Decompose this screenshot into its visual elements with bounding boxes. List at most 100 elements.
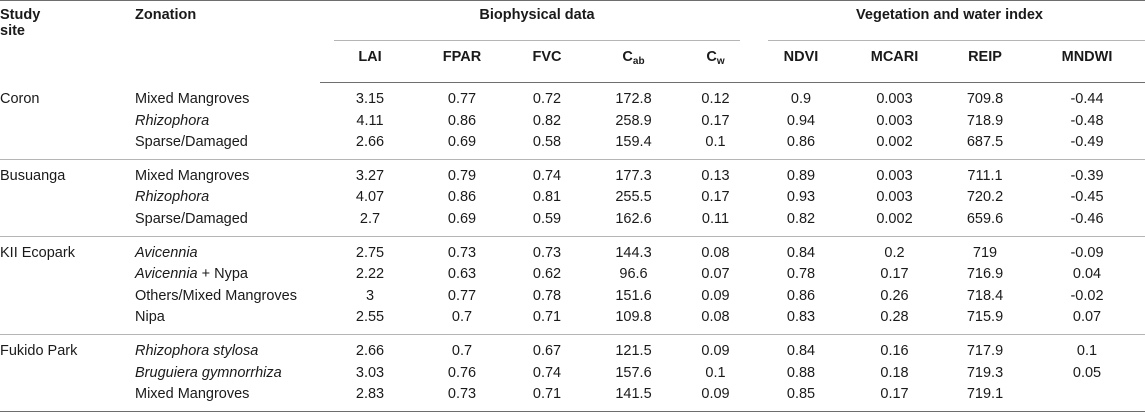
table-row: Mixed Mangroves 2.83 0.73 0.71 141.5 0.09 0.85… bbox=[0, 384, 1145, 412]
value-cell: 0.71 bbox=[504, 307, 590, 335]
zonation-cell: Avicennia + Nypa bbox=[135, 264, 320, 286]
value-cell: 258.9 bbox=[615, 112, 652, 129]
header-study-site-line2: site bbox=[0, 23, 25, 39]
value-cell: 0.07 bbox=[701, 266, 730, 283]
value-cell: -0.49 bbox=[1029, 132, 1145, 160]
value-cell: 0.67 bbox=[532, 342, 562, 359]
value-cell: 718.9 bbox=[966, 112, 1004, 129]
value-cell: 2.75 bbox=[355, 244, 385, 261]
value-cell: 0.17 bbox=[701, 112, 730, 129]
value-cell: 0.07 bbox=[1029, 307, 1145, 335]
value-cell: 0.002 bbox=[848, 208, 941, 237]
value-cell: 172.8 bbox=[615, 91, 652, 107]
table-row: Rhizophora 4.07 0.86 0.81 255.5 0.17 0.93 0.003… bbox=[0, 187, 1145, 209]
zonation-text: Nipa bbox=[135, 309, 165, 326]
value-cell: 0.86 bbox=[447, 189, 477, 206]
column-header: NDVI bbox=[754, 41, 848, 83]
value-cell: 0.88 bbox=[786, 364, 816, 381]
value-cell: 719.1 bbox=[941, 384, 1029, 412]
value-cell: 96.6 bbox=[619, 266, 648, 283]
zonation-cell: Mixed Mangroves bbox=[135, 83, 320, 111]
table-row: Sparse/Damaged 2.7 0.69 0.59 162.6 0.11 0.82 0.… bbox=[0, 208, 1145, 237]
column-header-label: REIP bbox=[968, 49, 1002, 65]
study-site-cell: Busuanga bbox=[0, 167, 66, 184]
value-cell: 159.4 bbox=[590, 132, 677, 160]
value-cell: 151.6 bbox=[615, 287, 652, 304]
value-cell: 0.69 bbox=[420, 132, 504, 160]
value-cell: 0.81 bbox=[532, 189, 562, 206]
value-cell: 0.78 bbox=[532, 287, 562, 304]
table-row: Nipa 2.55 0.7 0.71 109.8 0.08 0.83 0.28 715.9 0.0… bbox=[0, 307, 1145, 335]
value-cell: 0.93 bbox=[786, 189, 816, 206]
value-cell: 0.003 bbox=[876, 91, 913, 107]
column-header: Cw bbox=[677, 41, 754, 83]
value-cell bbox=[1029, 384, 1145, 412]
value-cell: 0.85 bbox=[754, 384, 848, 412]
value-cell: 0.17 bbox=[880, 266, 909, 283]
value-cell: 0.82 bbox=[532, 112, 562, 129]
column-header-label: NDVI bbox=[783, 49, 819, 65]
zonation-text: Rhizophora stylosa bbox=[135, 342, 259, 359]
zonation-text: Sparse/Damaged bbox=[135, 134, 248, 151]
value-cell: 0.11 bbox=[677, 208, 754, 237]
value-cell: 2.55 bbox=[320, 307, 420, 335]
value-cell: 0.89 bbox=[786, 167, 816, 184]
value-cell: 0.74 bbox=[532, 364, 562, 381]
value-cell: 3.03 bbox=[355, 364, 385, 381]
value-cell: 0.94 bbox=[786, 112, 816, 129]
value-cell: 2.22 bbox=[355, 266, 385, 283]
value-cell: 716.9 bbox=[966, 266, 1004, 283]
value-cell: 0.18 bbox=[880, 364, 909, 381]
value-cell: 109.8 bbox=[590, 307, 677, 335]
study-site-cell bbox=[0, 111, 135, 133]
value-cell: 0.86 bbox=[786, 287, 816, 304]
value-cell: 0.76 bbox=[447, 364, 477, 381]
table-row: KII Ecopark Avicennia 2.75 0.73 0.73 144.3 0.0… bbox=[0, 236, 1145, 264]
value-cell: 141.5 bbox=[590, 384, 677, 412]
value-cell: 0.58 bbox=[504, 132, 590, 160]
zonation-text: Mixed Mangroves bbox=[135, 167, 250, 184]
value-cell: -0.39 bbox=[1070, 167, 1104, 184]
value-cell: -0.09 bbox=[1070, 244, 1104, 261]
zonation-text: Mixed Mangroves bbox=[135, 386, 250, 403]
column-header-subscript: ab bbox=[632, 56, 645, 67]
value-cell: 0.09 bbox=[701, 287, 730, 304]
value-cell: 0.12 bbox=[701, 91, 730, 107]
value-cell: 3.15 bbox=[355, 91, 385, 107]
value-cell: 0.003 bbox=[876, 189, 913, 206]
study-site-cell: Coron bbox=[0, 90, 40, 107]
value-cell: 177.3 bbox=[615, 167, 652, 184]
table-row: Avicennia + Nypa 2.22 0.63 0.62 96.6 0.07 0.78… bbox=[0, 264, 1145, 286]
value-cell: 0.09 bbox=[701, 342, 730, 359]
value-cell: 711.1 bbox=[967, 167, 1003, 184]
value-cell: 687.5 bbox=[941, 132, 1029, 160]
value-cell: 0.003 bbox=[876, 112, 913, 129]
value-cell: 0.82 bbox=[754, 208, 848, 237]
value-cell: 2.66 bbox=[355, 342, 385, 359]
value-cell: 719.3 bbox=[966, 364, 1004, 381]
value-cell: 0.73 bbox=[532, 244, 562, 261]
value-cell: 0.003 bbox=[876, 167, 913, 184]
zonation-cell: Rhizophora bbox=[135, 187, 320, 209]
column-header-label: MCARI bbox=[870, 49, 919, 65]
value-cell: 715.9 bbox=[941, 307, 1029, 335]
value-cell: 144.3 bbox=[615, 244, 652, 261]
table-row: Others/Mixed Mangroves 3 0.77 0.78 151.6 0.09… bbox=[0, 286, 1145, 308]
table-row: Sparse/Damaged 2.66 0.69 0.58 159.4 0.1 0.86 0.… bbox=[0, 132, 1145, 160]
value-cell: 0.05 bbox=[1072, 364, 1102, 381]
zonation-text: Mixed Mangroves bbox=[135, 90, 250, 107]
study-site-cell bbox=[0, 384, 135, 412]
zonation-cell: Nipa bbox=[135, 307, 320, 335]
value-cell: 0.63 bbox=[447, 266, 477, 283]
value-cell: 0.1 bbox=[1076, 342, 1098, 359]
study-site-cell bbox=[0, 208, 135, 237]
column-header: Cab bbox=[590, 41, 677, 83]
zonation-text: Rhizophora bbox=[135, 112, 210, 129]
column-header: REIP bbox=[941, 41, 1029, 83]
value-cell: 0.28 bbox=[848, 307, 941, 335]
value-cell: 0.9 bbox=[790, 91, 812, 107]
value-cell: -0.46 bbox=[1029, 208, 1145, 237]
zonation-cell: Mixed Mangroves bbox=[135, 159, 320, 187]
header-group-biophysical-label: Biophysical data bbox=[479, 7, 595, 23]
study-site-cell: Fukido Park bbox=[0, 342, 78, 359]
